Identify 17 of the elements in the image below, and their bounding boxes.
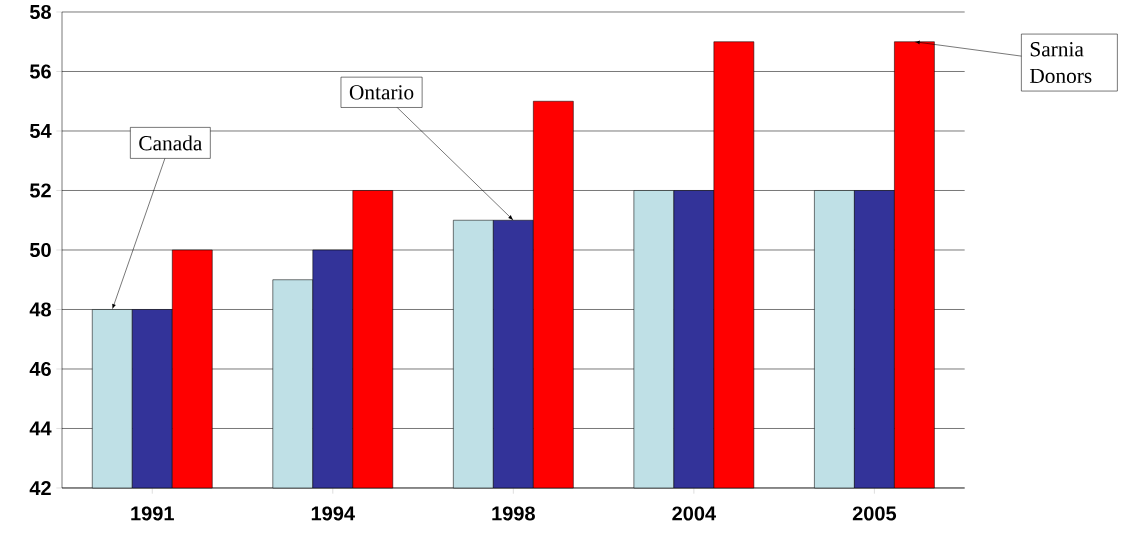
y-tick-label: 52 [29,183,51,198]
y-tick-label: 54 [29,124,52,138]
x-tick-label: 2004 [672,506,716,521]
x-tick-label: 1994 [311,506,355,521]
y-tick-label: 58 [29,4,51,20]
x-tick-label: 1998 [492,506,535,521]
y-tick-label: 42 [29,481,51,495]
text: Canada [139,135,203,151]
y-tick-label: 48 [29,302,51,317]
y-tick-label: 50 [29,242,51,258]
x-tick-label: 1991 [131,506,174,521]
y-tick-label: 44 [29,421,52,436]
text: Ontario [349,85,414,100]
y-tick-label: 56 [29,64,51,79]
x-tick-label: 2005 [852,506,897,521]
text: Sarnia Donors [1029,42,1092,84]
y-tick-label: 46 [29,361,51,377]
